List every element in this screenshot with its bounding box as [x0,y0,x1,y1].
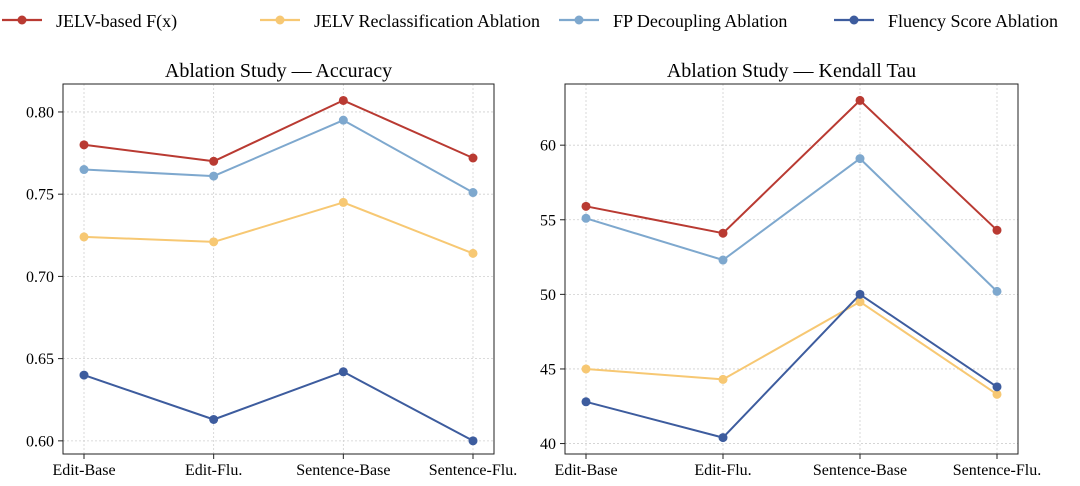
x-tick-label: Edit-Base [554,462,617,479]
accuracy-chart: 0.60 0.65 0.70 0.75 0.80 Edit-Base Edit-Flu. Se… [26,60,517,479]
legend-label: JELV Reclassification Ablation [314,11,540,31]
y-tick-label: 0.65 [26,351,54,368]
data-point [855,289,865,299]
x-tick-label: Sentence-Base [296,462,390,479]
data-point [718,374,728,384]
data-point [209,237,219,247]
y-tick-label: 0.75 [26,187,54,204]
legend-label: Fluency Score Ablation [888,11,1058,31]
data-point [581,364,591,374]
data-point [855,154,865,164]
data-point [581,201,591,211]
legend-swatch [834,15,874,25]
data-point [468,436,478,446]
data-point [855,95,865,105]
y-tick-label: 0.70 [26,269,54,286]
legend-marker [17,15,27,25]
legend-swatch [2,15,42,25]
data-point [992,225,1002,235]
legend-label: JELV-based F(x) [56,11,178,31]
data-point [338,115,348,125]
axes-frame [564,83,1019,455]
legend-marker [275,15,285,25]
data-point [468,153,478,163]
x-tick-label: Edit-Flu. [185,462,242,479]
y-tick-label: 0.40 [540,436,556,453]
data-point [718,433,728,443]
data-point [992,382,1002,392]
series-line [83,119,474,194]
y-tick-label: 0.50 [540,287,556,304]
legend: JELV-based F(x) JELV Reclassification Ab… [0,8,1080,36]
series-line [83,99,474,163]
y-tick-label: 0.55 [540,212,556,229]
series-line [585,157,998,293]
x-tick-label: Sentence-Flu. [953,462,1041,479]
x-tick-label: Edit-Base [52,462,115,479]
data-point [992,286,1002,296]
series-line [83,201,474,255]
y-tick-label: 0.80 [26,104,54,121]
chart-title: Ablation Study — Accuracy [165,60,392,82]
data-point [338,95,348,105]
data-point [468,248,478,258]
data-point [209,156,219,166]
data-point [338,197,348,207]
series-line [585,293,998,439]
y-tick-label: 0.60 [26,433,54,450]
legend-marker [574,15,584,25]
data-point [79,140,89,150]
legend-swatch [260,15,300,25]
data-point [79,232,89,242]
data-point [79,165,89,175]
chart-title: Ablation Study — Kendall Tau [667,60,916,82]
legend-marker [849,15,859,25]
data-point [855,297,865,307]
kendall-tau-chart: 0.40 0.45 0.50 0.55 0.60 Edit-Base Edit-Flu. Se… [540,60,1041,479]
data-point [581,397,591,407]
data-point [718,255,728,265]
series-line [83,370,474,442]
data-point [468,188,478,198]
data-point [338,367,348,377]
legend-label: FP Decoupling Ablation [613,11,788,31]
x-tick-label: Sentence-Flu. [429,462,517,479]
axes-frame [62,83,495,455]
data-point [209,414,219,424]
data-point [581,213,591,223]
y-tick-label: 0.45 [540,361,556,378]
series-line [585,300,998,396]
data-point [718,228,728,238]
x-tick-label: Sentence-Base [813,462,907,479]
data-point [992,389,1002,399]
data-point [209,171,219,181]
series-line [585,99,998,235]
data-point [79,370,89,380]
legend-swatch [559,15,599,25]
x-tick-label: Edit-Flu. [694,462,751,479]
y-tick-label: 0.60 [540,138,556,155]
